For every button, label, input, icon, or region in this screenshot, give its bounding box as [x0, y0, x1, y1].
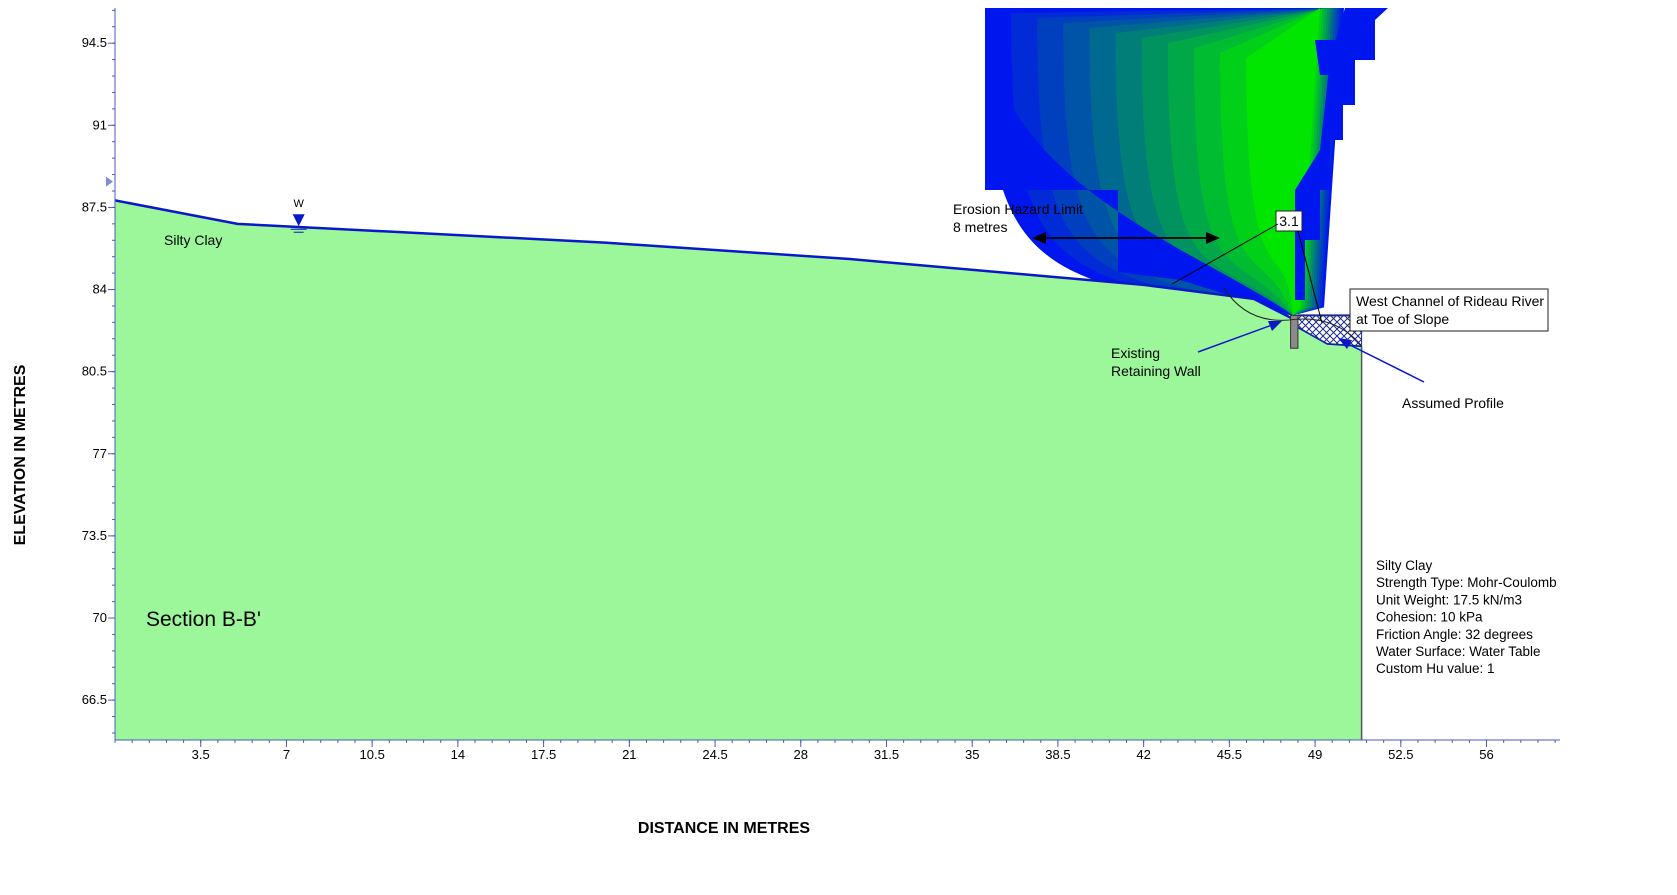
- plot-axes: 3.5 7 10.5 14 17.5 21 24.5 28 31.5 35 38.5 42 45.5 49…: [82, 8, 1560, 762]
- y-tick-label: 73.5: [82, 528, 107, 543]
- y-tick-label: 66.5: [82, 692, 107, 707]
- x-tick-label: 31.5: [874, 747, 899, 762]
- y-tick-label: 80.5: [82, 364, 107, 379]
- material-property-line: Custom Hu value: 1: [1376, 661, 1495, 676]
- x-tick-label: 24.5: [702, 747, 727, 762]
- material-property-line: Silty Clay: [1376, 558, 1433, 573]
- water-table-label: W: [293, 198, 304, 210]
- x-tick-label: 3.5: [192, 747, 210, 762]
- y-tick-label: 91: [93, 117, 107, 132]
- x-tick-label: 49: [1308, 747, 1322, 762]
- erosion-label-line2: 8 metres: [953, 219, 1007, 235]
- x-tick-label: 56: [1479, 747, 1493, 762]
- safety-factor-contours: [985, 8, 1388, 316]
- x-tick-label: 28: [794, 747, 808, 762]
- x-tick-label: 10.5: [360, 747, 385, 762]
- y-tick-label: 84: [93, 282, 107, 297]
- y-tick-label: 77: [93, 446, 107, 461]
- silty-clay-label: Silty Clay: [164, 232, 222, 248]
- material-property-line: Friction Angle: 32 degrees: [1376, 627, 1533, 642]
- wall-label-line2: Retaining Wall: [1111, 363, 1201, 379]
- assumed-profile-label: Assumed Profile: [1402, 395, 1504, 411]
- retaining-wall: [1290, 314, 1299, 349]
- y-tick-label: 87.5: [82, 199, 107, 214]
- x-tick-label: 38.5: [1045, 747, 1070, 762]
- x-tick-label: 42: [1136, 747, 1150, 762]
- material-properties-legend: Silty Clay Strength Type: Mohr-Coulomb Uni…: [1376, 558, 1557, 676]
- silty-clay-region: [115, 200, 1362, 740]
- x-tick-label: 7: [283, 747, 290, 762]
- slip-surface-arc: [1223, 286, 1363, 347]
- x-tick-label: 14: [451, 747, 465, 762]
- material-property-line: Unit Weight: 17.5 kN/m3: [1376, 592, 1522, 607]
- water-table-marker-2: [1150, 271, 1163, 277]
- x-tick-label: 52.5: [1388, 747, 1413, 762]
- assumed-profile-arrow: [1338, 338, 1425, 383]
- factor-of-safety-value: 3.1: [1279, 213, 1299, 229]
- river-label-line1: West Channel of Rideau River: [1356, 293, 1544, 309]
- x-tick-label: 35: [965, 747, 979, 762]
- material-property-line: Water Surface: Water Table: [1376, 644, 1541, 659]
- x-axis-title: DISTANCE IN METRES: [638, 820, 810, 837]
- y-tick-label: 94.5: [82, 35, 107, 50]
- x-tick-label: 17.5: [531, 747, 556, 762]
- water-table-marker: W: [290, 198, 307, 233]
- y-tick-label: 70: [93, 610, 107, 625]
- y-axis-title: ELEVATION IN METRES: [12, 364, 29, 545]
- material-property-line: Cohesion: 10 kPa: [1376, 610, 1483, 625]
- wall-pointer-arrow: [1197, 321, 1282, 353]
- water-table-triangle-icon: [292, 214, 305, 227]
- x-tick-label: 21: [622, 747, 636, 762]
- erosion-hazard-arrow: [1032, 232, 1220, 244]
- river-label-box: West Channel of Rideau River at Toe of S…: [1349, 288, 1549, 332]
- river-label-line2: at Toe of Slope: [1356, 311, 1449, 327]
- material-property-line: Strength Type: Mohr-Coulomb: [1376, 575, 1557, 590]
- section-label: Section B-B': [146, 608, 261, 631]
- x-tick-label: 45.5: [1217, 747, 1242, 762]
- wall-label-line1: Existing: [1111, 345, 1160, 361]
- erosion-label-line1: Erosion Hazard Limit: [953, 201, 1083, 217]
- factor-of-safety-badge: 3.1: [1275, 210, 1303, 232]
